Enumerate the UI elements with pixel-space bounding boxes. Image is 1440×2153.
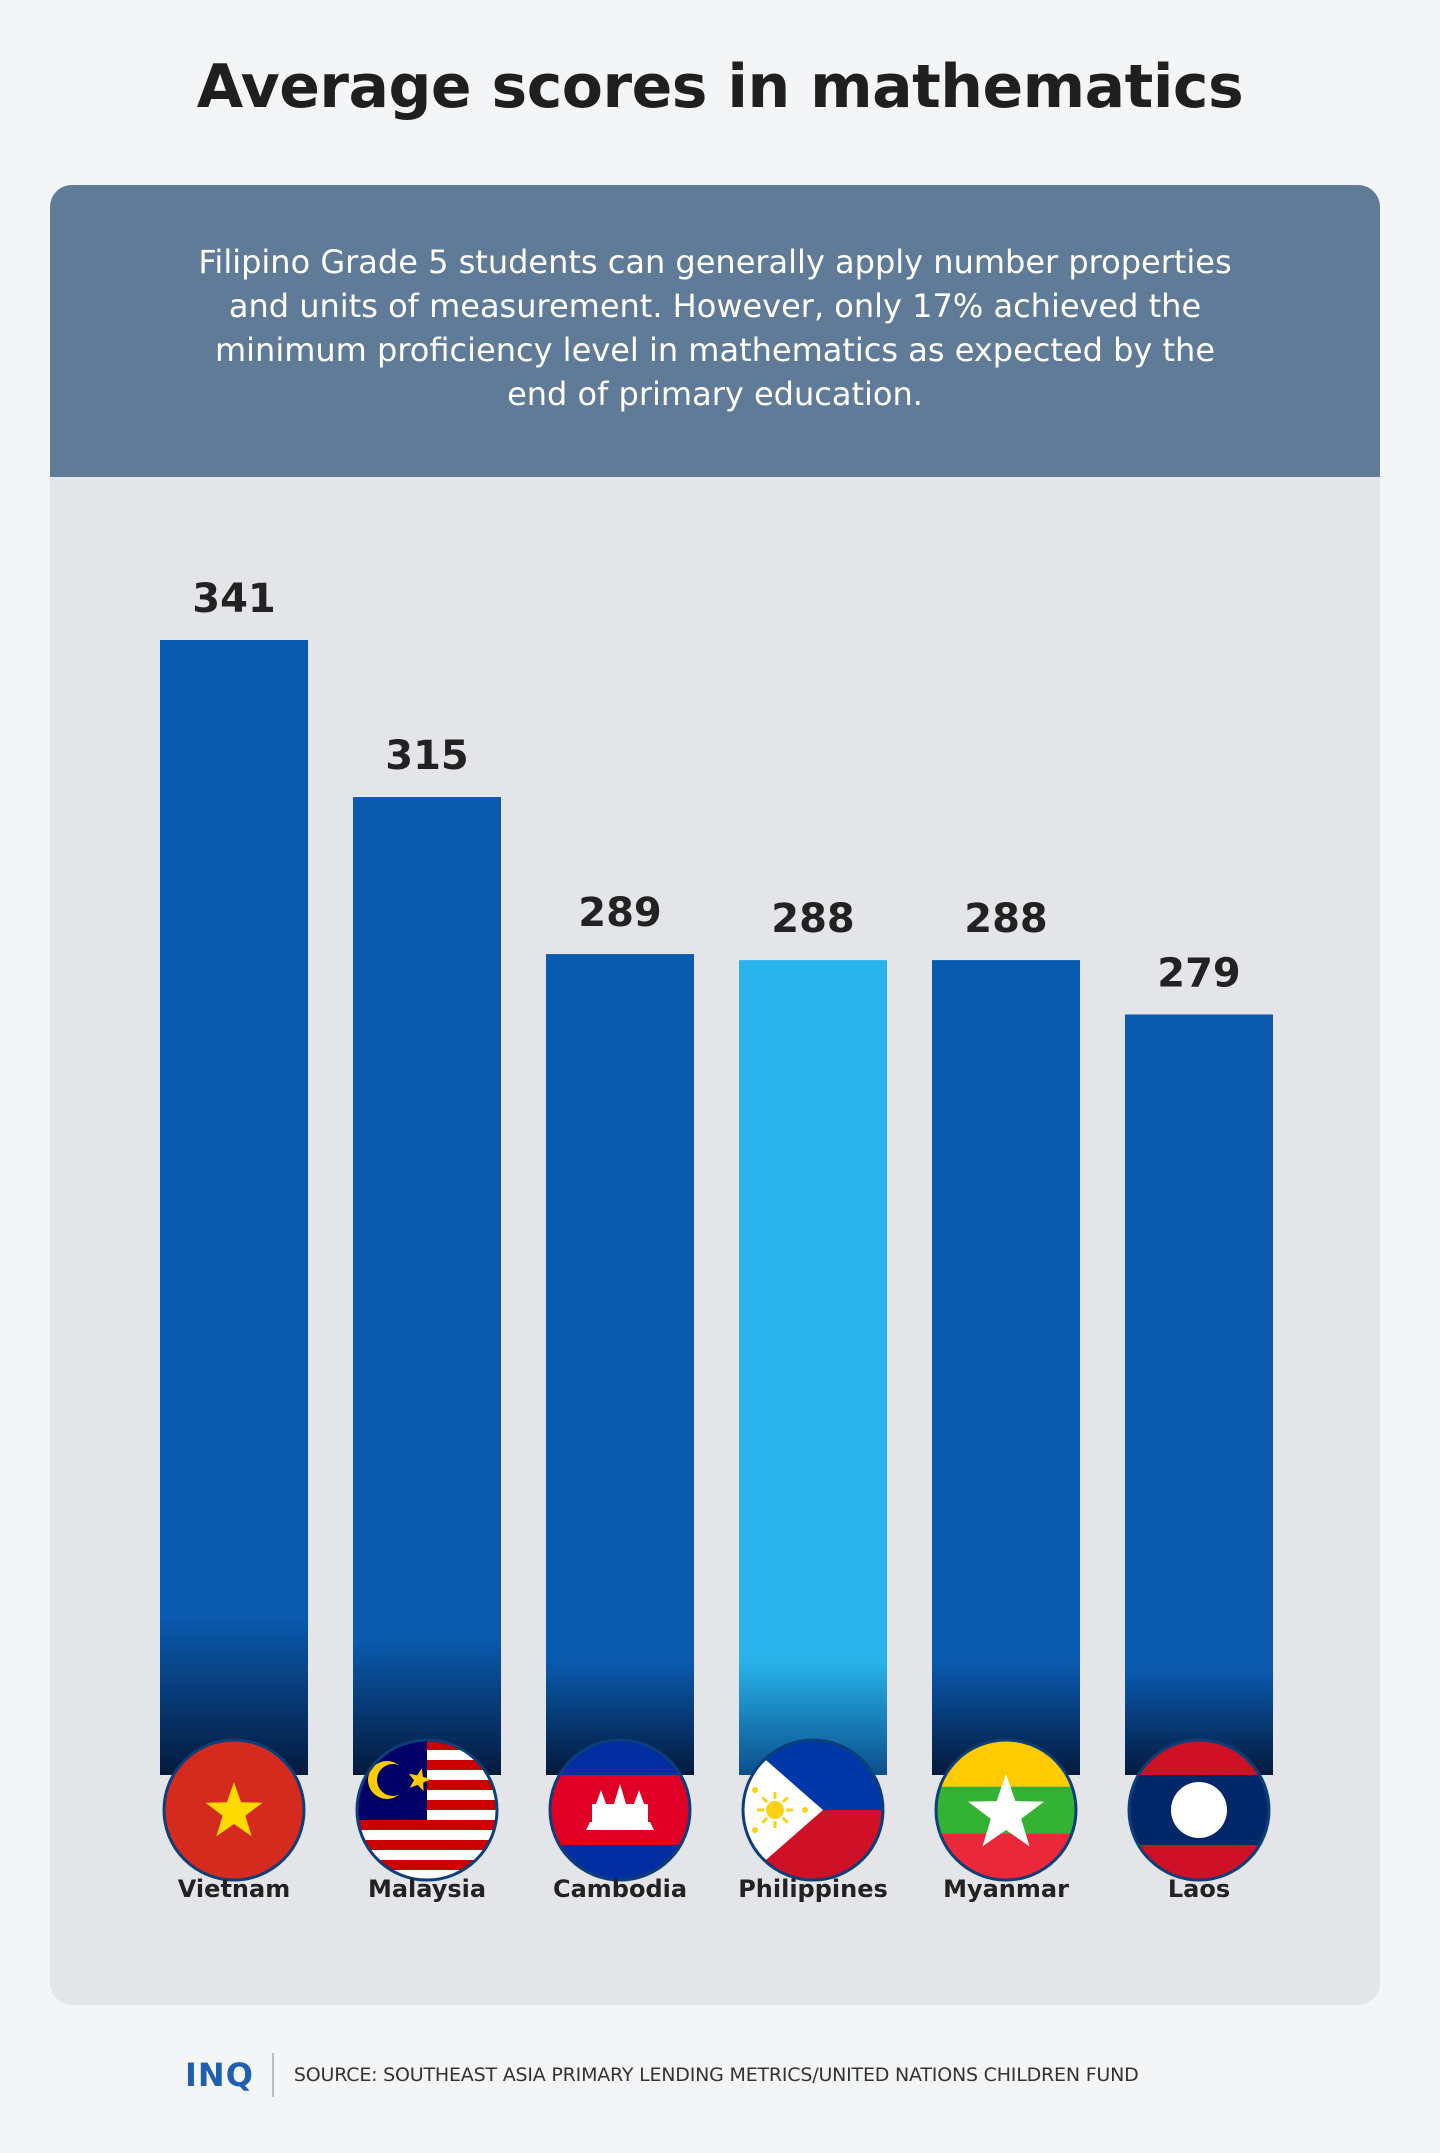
footer: INQ SOURCE: SOUTHEAST ASIA PRIMARY LENDI… [185,2050,1139,2100]
chart-subtitle: Filipino Grade 5 students can generally … [198,243,1232,413]
malaysia-flag-icon [355,1738,499,1882]
source-note: SOURCE: SOUTHEAST ASIA PRIMARY LENDING M… [293,2064,1139,2086]
vietnam-flag-icon [162,1738,306,1882]
subtitle-banner: Filipino Grade 5 students can generally … [50,185,1380,477]
bar-group-myanmar: 288 Myanmar [932,896,1080,1903]
publisher-logo: INQ [185,2056,254,2094]
value-label-malaysia: 315 [385,733,469,779]
bar-cambodia [546,954,694,1775]
bar-laos [1125,1014,1273,1775]
value-label-vietnam: 341 [192,576,276,622]
bar-malaysia [353,797,501,1775]
bar-chart: 341 Vietnam 315 Malaysia 289 Cambodia 288 Phili… [160,576,1273,1903]
value-label-cambodia: 289 [578,890,662,936]
bar-group-laos: 279 Laos [1125,950,1273,1903]
value-label-laos: 279 [1157,950,1241,996]
laos-flag-icon [1127,1738,1271,1882]
bar-group-malaysia: 315 Malaysia [353,733,501,1903]
chart-title: Average scores in mathematics [196,52,1244,122]
philippines-flag-icon [741,1738,885,1882]
myanmar-flag-icon [934,1738,1078,1882]
category-label-philippines: Philippines [738,1875,888,1903]
category-label-laos: Laos [1168,1875,1230,1903]
category-label-vietnam: Vietnam [178,1875,290,1903]
bar-myanmar [932,960,1080,1775]
value-label-myanmar: 288 [964,896,1048,942]
bar-vietnam [160,640,308,1775]
category-label-myanmar: Myanmar [943,1875,1069,1903]
bar-philippines [739,960,887,1775]
bar-group-cambodia: 289 Cambodia [546,890,694,1903]
bar-group-vietnam: 341 Vietnam [160,576,308,1903]
value-label-philippines: 288 [771,896,855,942]
category-label-cambodia: Cambodia [553,1875,687,1903]
bar-group-philippines: 288 Philippines [738,896,888,1903]
cambodia-flag-icon [548,1738,692,1882]
footer-divider [271,2053,274,2097]
category-label-malaysia: Malaysia [368,1875,486,1903]
chart-card: Filipino Grade 5 students can generally … [50,185,1380,2005]
